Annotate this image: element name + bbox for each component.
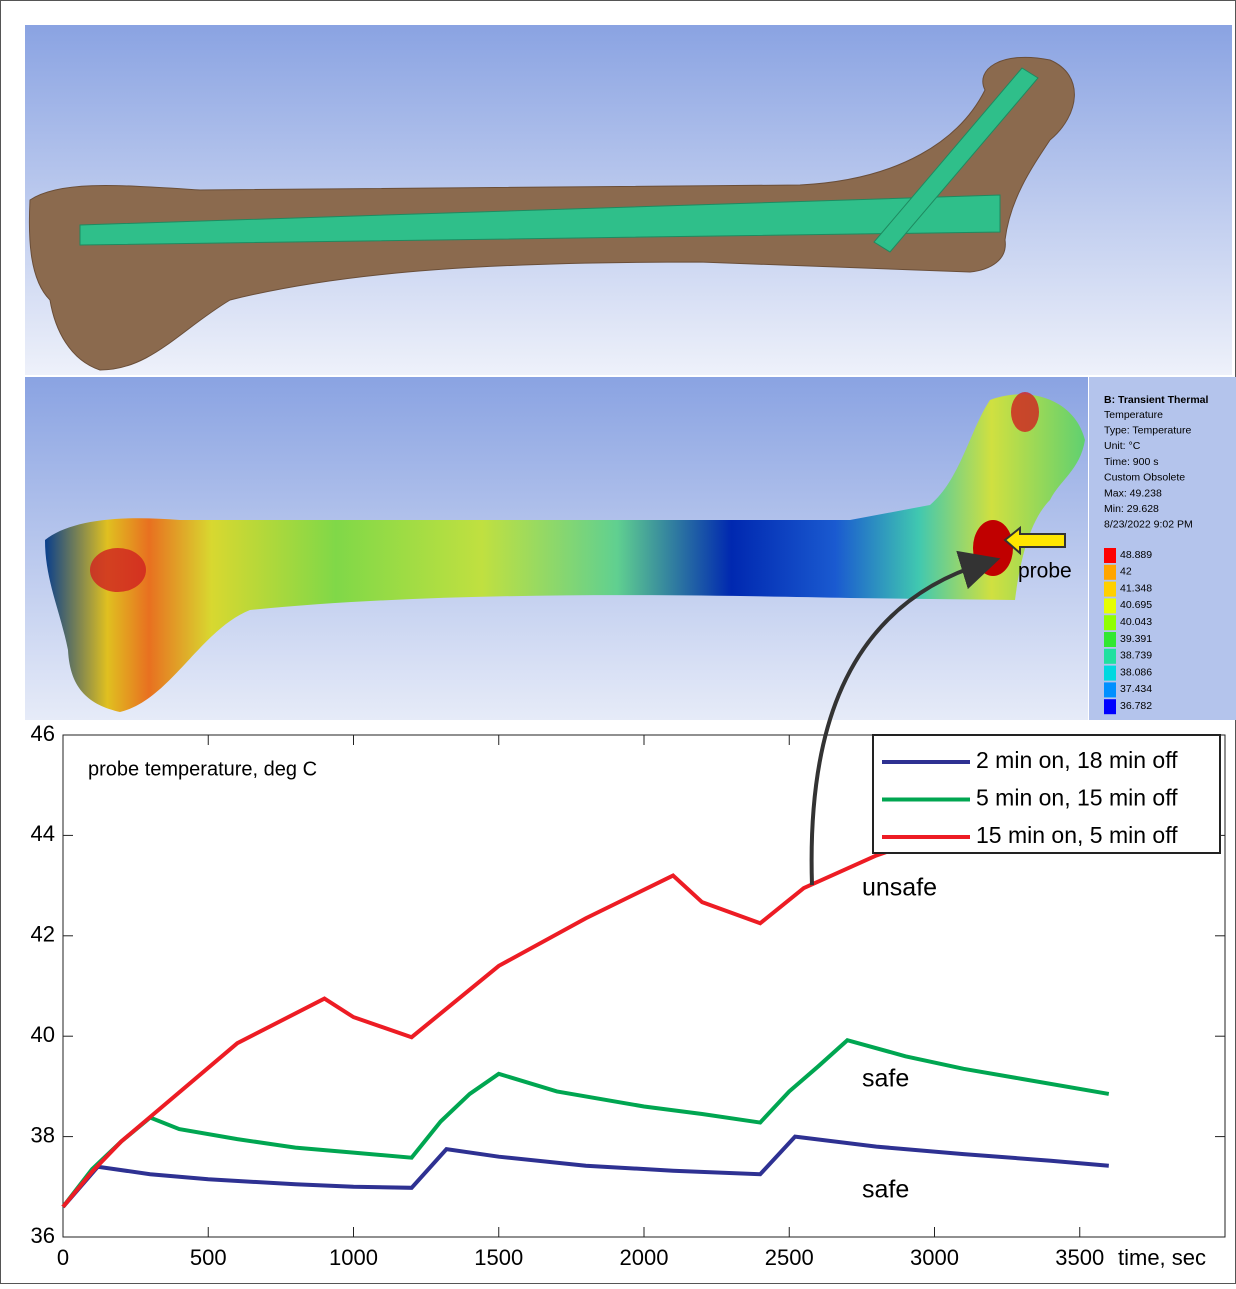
x-tick-label: 0 — [57, 1245, 69, 1270]
y-tick-label: 46 — [31, 721, 55, 746]
scale-swatch — [1104, 598, 1116, 613]
legend-label: 5 min on, 15 min off — [976, 785, 1178, 811]
x-axis-label: time, sec — [1118, 1245, 1206, 1270]
thermal-legend-line: Min: 29.628 — [1104, 503, 1159, 515]
scale-label: 38.739 — [1120, 650, 1152, 662]
scale-label: 40.043 — [1120, 616, 1152, 628]
probe-spot — [973, 520, 1013, 576]
annotation: probe temperature, deg C — [88, 758, 317, 780]
scale-swatch — [1104, 548, 1116, 563]
scale-swatch — [1104, 666, 1116, 681]
scale-label: 48.889 — [1120, 549, 1152, 561]
x-tick-label: 500 — [190, 1245, 227, 1270]
annotation: safe — [862, 1176, 909, 1204]
scale-label: 37.434 — [1120, 683, 1152, 695]
thermal-legend-title: B: Transient Thermal — [1104, 394, 1209, 406]
legend-label: 15 min on, 5 min off — [976, 822, 1178, 848]
thermal-legend-line: Type: Temperature — [1104, 424, 1192, 436]
scale-label: 40.695 — [1120, 599, 1152, 611]
hot-spot — [1011, 392, 1039, 432]
thermal-legend-line: Unit: °C — [1104, 440, 1141, 452]
thermal-legend-line: Temperature — [1104, 409, 1163, 421]
annotation: unsafe — [862, 874, 937, 902]
x-tick-label: 1000 — [329, 1245, 378, 1270]
x-tick-label: 2000 — [620, 1245, 669, 1270]
thermal-legend-line: Time: 900 s — [1104, 456, 1158, 468]
thermal-legend-line: 8/23/2022 9:02 PM — [1104, 519, 1193, 531]
scale-swatch — [1104, 649, 1116, 664]
figure: probe B: Transient Thermal Temperature Ty… — [0, 0, 1236, 1284]
scale-label: 36.782 — [1120, 700, 1152, 712]
y-tick-label: 40 — [31, 1022, 55, 1047]
scale-label: 41.348 — [1120, 582, 1152, 594]
scale-swatch — [1104, 632, 1116, 647]
x-tick-label: 1500 — [474, 1245, 523, 1270]
scale-label: 42 — [1120, 566, 1132, 578]
thermal-legend-line: Max: 49.238 — [1104, 487, 1162, 499]
y-tick-label: 42 — [31, 922, 55, 947]
annotation: safe — [862, 1065, 909, 1093]
x-tick-label: 3500 — [1055, 1245, 1104, 1270]
y-tick-label: 36 — [31, 1223, 55, 1248]
scale-swatch — [1104, 565, 1116, 580]
thermal-legend-line: Custom Obsolete — [1104, 472, 1185, 484]
x-tick-label: 3000 — [910, 1245, 959, 1270]
y-tick-label: 38 — [31, 1122, 55, 1147]
x-tick-label: 2500 — [765, 1245, 814, 1270]
scale-swatch — [1104, 582, 1116, 597]
scale-label: 39.391 — [1120, 633, 1152, 645]
legend-label: 2 min on, 18 min off — [976, 747, 1178, 773]
scale-swatch — [1104, 699, 1116, 714]
scale-swatch — [1104, 682, 1116, 697]
scale-label: 38.086 — [1120, 666, 1152, 678]
probe-label: probe — [1018, 560, 1072, 583]
scale-swatch — [1104, 615, 1116, 630]
y-tick-label: 44 — [31, 821, 55, 846]
hot-spot — [90, 548, 146, 592]
page: probe B: Transient Thermal Temperature Ty… — [0, 0, 1236, 1289]
